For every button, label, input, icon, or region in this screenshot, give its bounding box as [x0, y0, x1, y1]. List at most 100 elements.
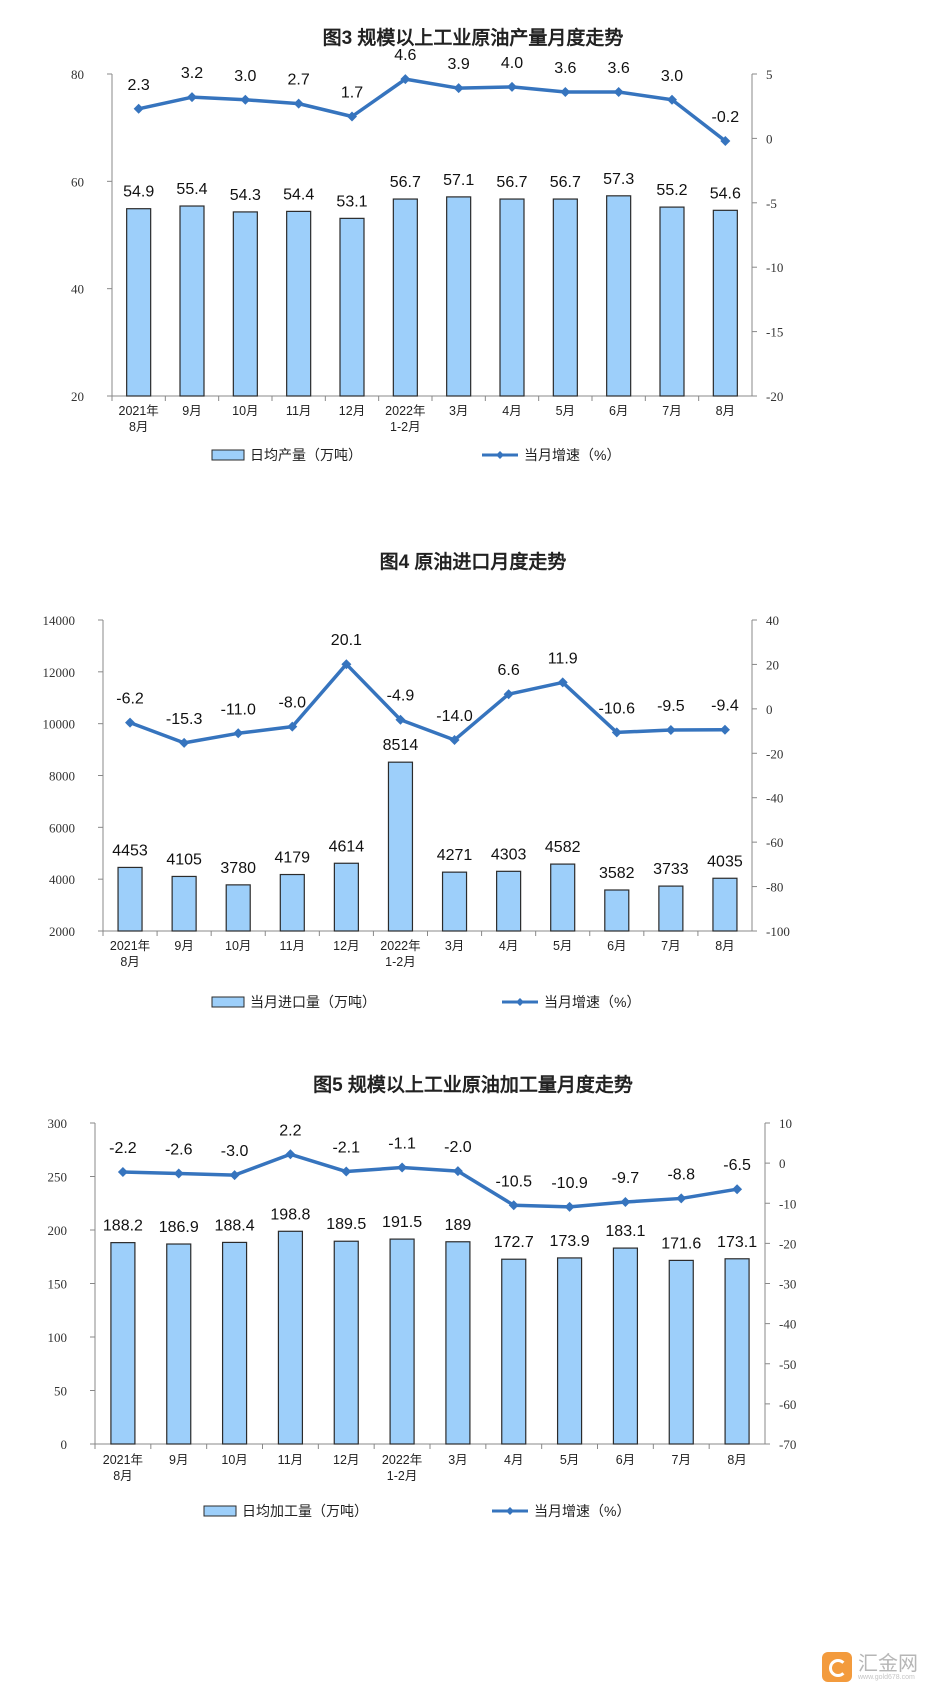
category-label: 6月 [609, 404, 628, 418]
bar-value-label: 171.6 [661, 1235, 701, 1252]
line-value-label: -2.0 [444, 1139, 472, 1156]
right-tick-label: -30 [779, 1277, 796, 1292]
line-point-marker [719, 724, 730, 735]
line-point-marker [397, 1162, 408, 1173]
line-point-marker [449, 734, 460, 745]
category-label: 3月 [445, 939, 464, 953]
category-label: 6月 [607, 939, 626, 953]
bar-value-label: 186.9 [159, 1219, 199, 1236]
line-point-marker [400, 74, 411, 85]
category-label: 2021年 8月 [103, 1453, 143, 1483]
line-value-label: 3.6 [608, 60, 630, 77]
bar [110, 1242, 136, 1445]
line-value-label: 3.0 [234, 68, 256, 85]
line-point-marker [341, 659, 352, 670]
left-tick-label: 2000 [49, 924, 75, 939]
bar [166, 1243, 192, 1445]
bar-value-label: 173.1 [717, 1234, 757, 1251]
right-tick-label: 20 [766, 657, 779, 672]
line-value-label: -10.5 [496, 1173, 533, 1190]
legend: 当月进口量（万吨） 当月增速（%） [211, 994, 640, 1010]
left-tick-label: 40 [71, 282, 84, 297]
left-tick-label: 60 [71, 174, 84, 189]
bar-value-label: 4179 [274, 850, 310, 867]
line-value-label: -6.5 [723, 1157, 751, 1174]
line-point-marker [453, 83, 464, 94]
line-point-marker [133, 103, 144, 114]
line-point-marker [667, 94, 677, 105]
legend-diamond-icon [516, 998, 524, 1006]
growth-line [129, 662, 725, 745]
right-tick-label: 0 [766, 702, 773, 717]
line-point-marker [229, 1170, 240, 1181]
category-label: 11月 [280, 939, 305, 953]
bar-value-label: 172.7 [494, 1234, 534, 1251]
left-tick-label: 4000 [49, 872, 75, 887]
watermark-text: 汇金网 [858, 1652, 918, 1675]
bar [606, 195, 632, 397]
bar [117, 866, 143, 932]
category-label: 7月 [661, 939, 680, 953]
bar [286, 210, 312, 397]
left-tick-label: 20 [71, 389, 84, 404]
bar [179, 205, 205, 397]
legend-bar-label: 日均加工量（万吨） [242, 1503, 368, 1519]
line-point-marker [560, 87, 571, 98]
category-label: 12月 [339, 404, 365, 418]
bar-value-label: 3780 [220, 860, 256, 877]
category-label: 8月 [716, 404, 735, 418]
line-value-label: 3.9 [448, 56, 470, 73]
watermark-url: www.gold678.com [858, 1673, 915, 1681]
category-label: 6月 [616, 1453, 635, 1467]
bar [221, 1241, 248, 1445]
category-label: 10月 [225, 939, 251, 953]
category-label: 9月 [174, 939, 193, 953]
category-label: 10月 [221, 1453, 247, 1467]
bar-value-label: 183.1 [605, 1223, 645, 1240]
right-tick-label: 10 [779, 1116, 792, 1131]
line-point-marker [125, 717, 136, 728]
line-value-label: -2.6 [165, 1142, 193, 1159]
line-value-label: -0.2 [712, 109, 740, 126]
legend: 日均产量（万吨） 当月增速（%） [211, 447, 620, 463]
right-tick-label: -20 [766, 389, 783, 404]
legend: 日均加工量（万吨） 当月增速（%） [203, 1503, 630, 1519]
bar [339, 217, 365, 397]
category-label: 2022年 1-2月 [385, 404, 425, 434]
line-value-label: 3.2 [181, 65, 203, 82]
bar [446, 196, 472, 397]
bar-value-label: 56.7 [550, 174, 581, 191]
right-tick-label: -20 [766, 746, 783, 761]
chart-title: 图3 规模以上工业原油产量月度走势 [323, 26, 624, 49]
bar-value-label: 4453 [112, 842, 148, 859]
bar-value-label: 188.4 [215, 1217, 255, 1234]
bar-value-label: 191.5 [382, 1214, 422, 1231]
bar-value-label: 4035 [707, 853, 743, 870]
left-tick-label: 12000 [43, 665, 76, 680]
line-value-label: -15.3 [166, 711, 203, 728]
left-tick-label: 0 [61, 1437, 68, 1452]
line-point-marker [564, 1201, 575, 1212]
line-value-label: 11.9 [548, 650, 578, 667]
line-value-label: 2.3 [128, 77, 150, 94]
line-point-marker [507, 81, 517, 92]
bar [333, 1240, 359, 1445]
bar-value-label: 57.3 [603, 171, 634, 188]
right-tick-label: -15 [766, 325, 783, 340]
category-label: 8月 [715, 939, 734, 953]
bar-value-label: 189.5 [326, 1216, 366, 1233]
bar-value-label: 55.2 [656, 182, 687, 199]
legend-diamond-icon [496, 451, 504, 459]
bar [724, 1258, 750, 1445]
line-value-label: -6.2 [116, 691, 144, 708]
line-value-label: 20.1 [331, 632, 362, 649]
bar-value-label: 54.3 [230, 187, 261, 204]
bar-value-label: 54.6 [710, 185, 741, 202]
right-tick-label: -100 [766, 924, 790, 939]
line-point-marker [676, 1193, 687, 1204]
line-point-marker [179, 737, 190, 748]
category-label: 12月 [333, 1453, 359, 1467]
line-point-marker [395, 714, 406, 725]
left-tick-label: 6000 [49, 820, 75, 835]
bar-value-label: 8514 [383, 737, 419, 754]
